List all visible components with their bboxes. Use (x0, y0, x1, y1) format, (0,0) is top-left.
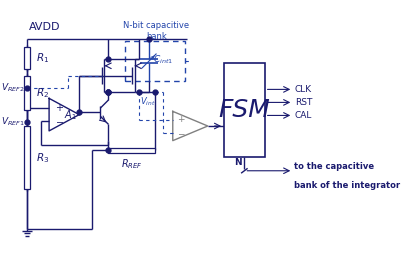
Bar (24, 126, 30, 190)
Bar (24, 47, 30, 69)
Text: $C_{int1}$: $C_{int1}$ (153, 54, 173, 66)
Text: $-$: $-$ (177, 128, 185, 137)
Text: $V_{REF2}$: $V_{REF2}$ (1, 81, 25, 94)
Text: CLK: CLK (295, 85, 312, 94)
Text: +: + (177, 115, 184, 124)
Text: $R_{REF}$: $R_{REF}$ (121, 157, 143, 171)
Text: $V_{int}$: $V_{int}$ (140, 95, 156, 108)
Text: RST: RST (295, 98, 312, 107)
Bar (24, 76, 30, 110)
Text: bank of the integrator: bank of the integrator (294, 171, 400, 190)
Text: N: N (234, 158, 242, 167)
Bar (224, 63, 265, 157)
Text: $-$: $-$ (55, 116, 64, 126)
Text: CAL: CAL (295, 111, 312, 120)
Text: $R_1$: $R_1$ (36, 51, 49, 65)
Bar (108, 148, 155, 153)
Text: to the capacitive: to the capacitive (294, 162, 374, 171)
Text: $A_1$: $A_1$ (64, 108, 77, 121)
Text: $V_{REF1}$: $V_{REF1}$ (1, 116, 25, 128)
Text: N-bit capacitive
bank: N-bit capacitive bank (123, 21, 189, 41)
Text: $R_2$: $R_2$ (36, 86, 49, 100)
Text: +: + (55, 103, 63, 113)
Text: AVDD: AVDD (29, 22, 60, 32)
Text: $R_3$: $R_3$ (36, 151, 49, 165)
Text: FSM: FSM (218, 98, 270, 122)
